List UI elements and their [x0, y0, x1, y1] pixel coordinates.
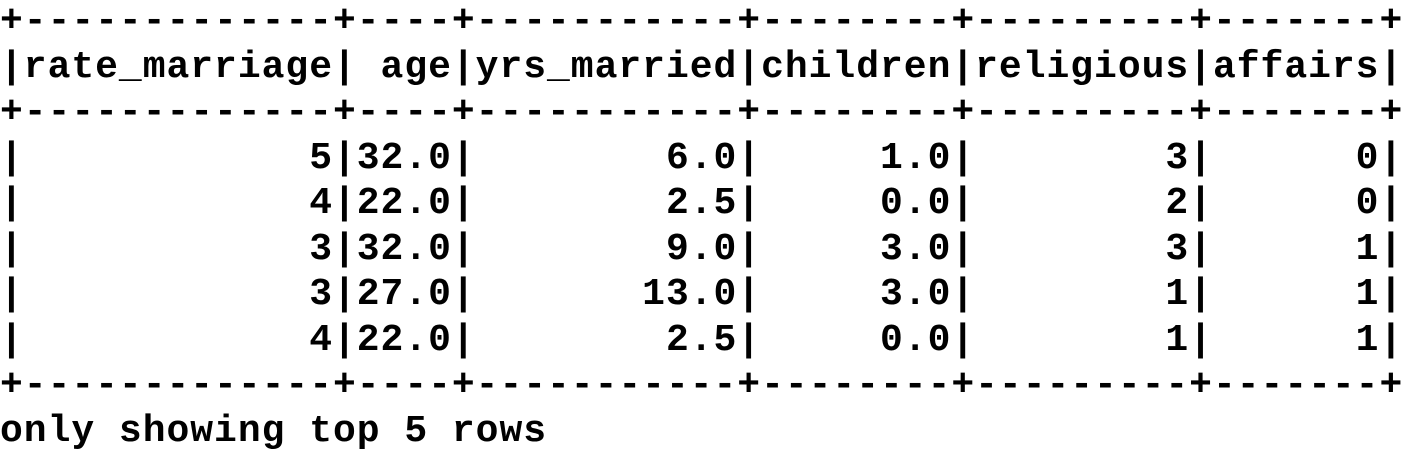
table-row: | 3|27.0| 13.0| 3.0| 1| 1| — [0, 273, 1404, 316]
table-row: | 5|32.0| 6.0| 1.0| 3| 0| — [0, 136, 1404, 180]
table-output: +-------------+----+-----------+--------… — [0, 0, 1404, 453]
table-row: | 4|22.0| 2.5| 0.0| 1| 1| — [0, 318, 1404, 362]
table-row: | 4|22.0| 2.5| 0.0| 2| 0| — [0, 182, 1404, 225]
table-header-row: |rate_marriage| age|yrs_married|children… — [0, 45, 1404, 89]
table-border-bottom: +-------------+----+-----------+--------… — [0, 364, 1404, 407]
footer-note: only showing top 5 rows — [0, 409, 548, 453]
table-border-top: +-------------+----+-----------+--------… — [0, 0, 1404, 43]
table-row: | 3|32.0| 9.0| 3.0| 3| 1| — [0, 227, 1404, 271]
table-border-header: +-------------+----+-----------+--------… — [0, 91, 1404, 134]
